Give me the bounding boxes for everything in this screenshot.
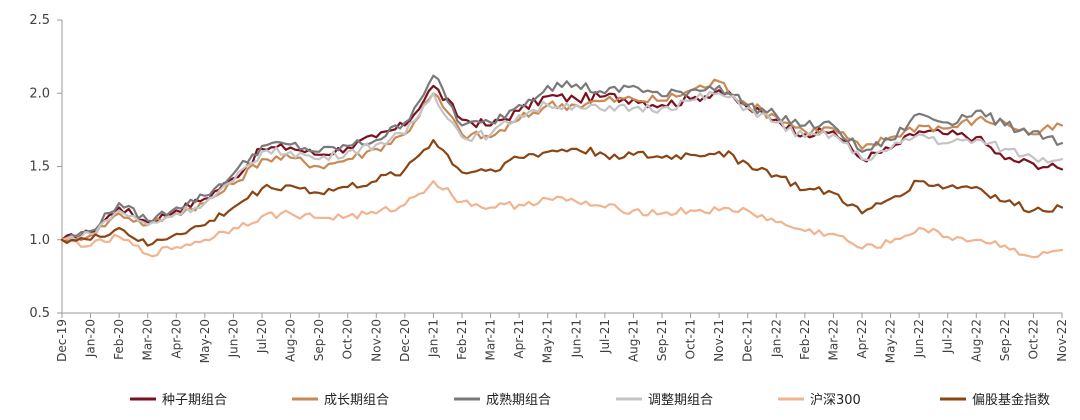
x-tick-label: Jan-20 <box>84 319 98 358</box>
x-tick-label: Jul-20 <box>255 319 269 354</box>
x-tick-label: Oct-21 <box>684 319 698 359</box>
series-line-5 <box>60 180 1064 259</box>
x-tick-label: Feb-21 <box>455 319 469 360</box>
y-tick-label: 2.5 <box>29 13 50 28</box>
x-tick-label: Sep-21 <box>655 319 669 361</box>
series-line-3 <box>60 74 1064 241</box>
y-tick-label: 1.0 <box>29 233 50 248</box>
x-tick-label: Oct-20 <box>341 319 355 359</box>
x-tick-label: May-20 <box>198 319 212 363</box>
x-tick-label: Dec-21 <box>741 319 755 362</box>
x-tick-label: Mar-21 <box>484 319 498 360</box>
x-tick-label: Dec-19 <box>55 319 69 362</box>
legend-label: 成熟期组合 <box>486 392 551 408</box>
x-tick-label: Jun-22 <box>912 319 926 358</box>
x-tick-label: Apr-21 <box>512 319 526 359</box>
x-tick-label: May-21 <box>541 319 555 363</box>
y-tick-label: 0.5 <box>29 306 50 321</box>
chart-series-lines <box>60 74 1064 259</box>
x-tick-label: Jul-21 <box>598 319 612 354</box>
x-tick-label: Feb-22 <box>798 319 812 360</box>
x-tick-label: Aug-22 <box>969 319 983 362</box>
x-tick-label: Jul-22 <box>941 319 955 354</box>
x-tick-label: Aug-20 <box>284 319 298 362</box>
legend-label: 沪深300 <box>810 392 861 408</box>
x-tick-label: Aug-21 <box>626 319 640 362</box>
x-tick-label: Nov-22 <box>1055 319 1069 362</box>
x-tick-label: Nov-21 <box>712 319 726 362</box>
x-tick-label: May-22 <box>884 319 898 363</box>
legend-label: 种子期组合 <box>162 393 227 408</box>
x-tick-label: Mar-20 <box>141 319 155 360</box>
chart-legend: 种子期组合 成长期组合 成熟期组合 调整期组合 沪深300 偏股基金指数 <box>130 392 1050 408</box>
x-tick-label: Jan-22 <box>769 319 783 358</box>
series-line-2 <box>60 78 1064 243</box>
x-tick-label: Mar-22 <box>826 319 840 360</box>
series-line-4 <box>60 90 1064 242</box>
chart-axes: 0.5 1.0 1.5 2.0 2.5 Dec-19 Jan-20 Feb-20 Mar-20 A… <box>29 13 1069 363</box>
x-tick-label: Sep-22 <box>998 319 1012 361</box>
x-tick-label: Jun-21 <box>569 319 583 358</box>
y-tick-label: 1.5 <box>29 160 50 175</box>
x-tick-label: Jan-21 <box>426 319 440 358</box>
x-tick-label: Oct-22 <box>1026 319 1040 359</box>
y-tick-label: 2.0 <box>29 86 50 101</box>
x-tick-label: Feb-20 <box>112 319 126 360</box>
legend-label: 成长期组合 <box>324 393 389 408</box>
x-tick-label: Apr-22 <box>855 319 869 359</box>
x-tick-label: Nov-20 <box>369 319 383 362</box>
x-tick-label: Apr-20 <box>169 319 183 359</box>
x-tick-label: Sep-20 <box>312 319 326 361</box>
legend-label: 调整期组合 <box>648 393 713 408</box>
x-tick-label: Jun-20 <box>226 319 240 358</box>
legend-label: 偏股基金指数 <box>972 392 1050 408</box>
series-line-1 <box>60 84 1064 241</box>
series-line-6 <box>60 139 1064 247</box>
x-tick-label: Dec-20 <box>398 319 412 362</box>
